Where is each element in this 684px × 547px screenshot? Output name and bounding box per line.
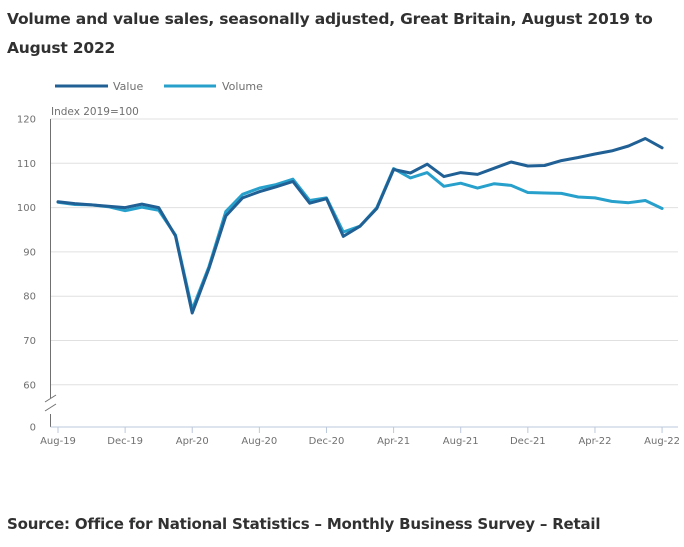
x-tick-label: Aug-19: [40, 436, 76, 447]
legend: Value Volume: [55, 80, 263, 93]
x-axis-ticks: Aug-19 Dec-19 Apr-20 Aug-20 Dec-20 Apr-21 Aug-…: [40, 427, 680, 447]
x-tick-label: Apr-21: [377, 436, 410, 447]
y-tick-label: 90: [23, 247, 36, 258]
y-axis-unit-label: Index 2019=100: [51, 106, 139, 118]
x-tick-label: Dec-19: [107, 436, 143, 447]
axis-break-mark: [44, 403, 57, 412]
chart-title: Volume and value sales, seasonally adjus…: [7, 10, 653, 57]
x-tick-label: Aug-22: [644, 436, 680, 447]
y-tick-label: 60: [23, 380, 36, 391]
x-tick-label: Apr-22: [578, 436, 611, 447]
source-note: Source: Office for National Statistics –…: [7, 515, 601, 533]
y-tick-label: 80: [23, 292, 36, 303]
axis-break-mark: [44, 394, 57, 403]
x-tick-label: Dec-21: [510, 436, 546, 447]
y-tick-label: 70: [23, 336, 36, 347]
x-tick-label: Aug-20: [241, 436, 277, 447]
line-chart: Value Volume Index 2019=100 0 60 70 80 90 100…: [17, 80, 680, 447]
x-tick-label: Dec-20: [309, 436, 345, 447]
y-tick-label: 110: [17, 159, 36, 170]
y-tick-label: 120: [17, 115, 36, 126]
y-axis-ticks: 0 60 70 80 90 100 110 120: [17, 115, 36, 434]
legend-label-volume: Volume: [222, 80, 263, 93]
series-lines: [56, 137, 664, 315]
x-tick-label: Aug-21: [443, 436, 479, 447]
y-tick-label: 100: [17, 203, 36, 214]
legend-label-value: Value: [113, 80, 143, 93]
series-line-value: [56, 137, 664, 315]
series-line-volume: [56, 167, 664, 311]
gridlines: [50, 118, 678, 386]
axes: [44, 119, 678, 428]
x-tick-label: Apr-20: [176, 436, 209, 447]
y-tick-label: 0: [30, 423, 36, 434]
